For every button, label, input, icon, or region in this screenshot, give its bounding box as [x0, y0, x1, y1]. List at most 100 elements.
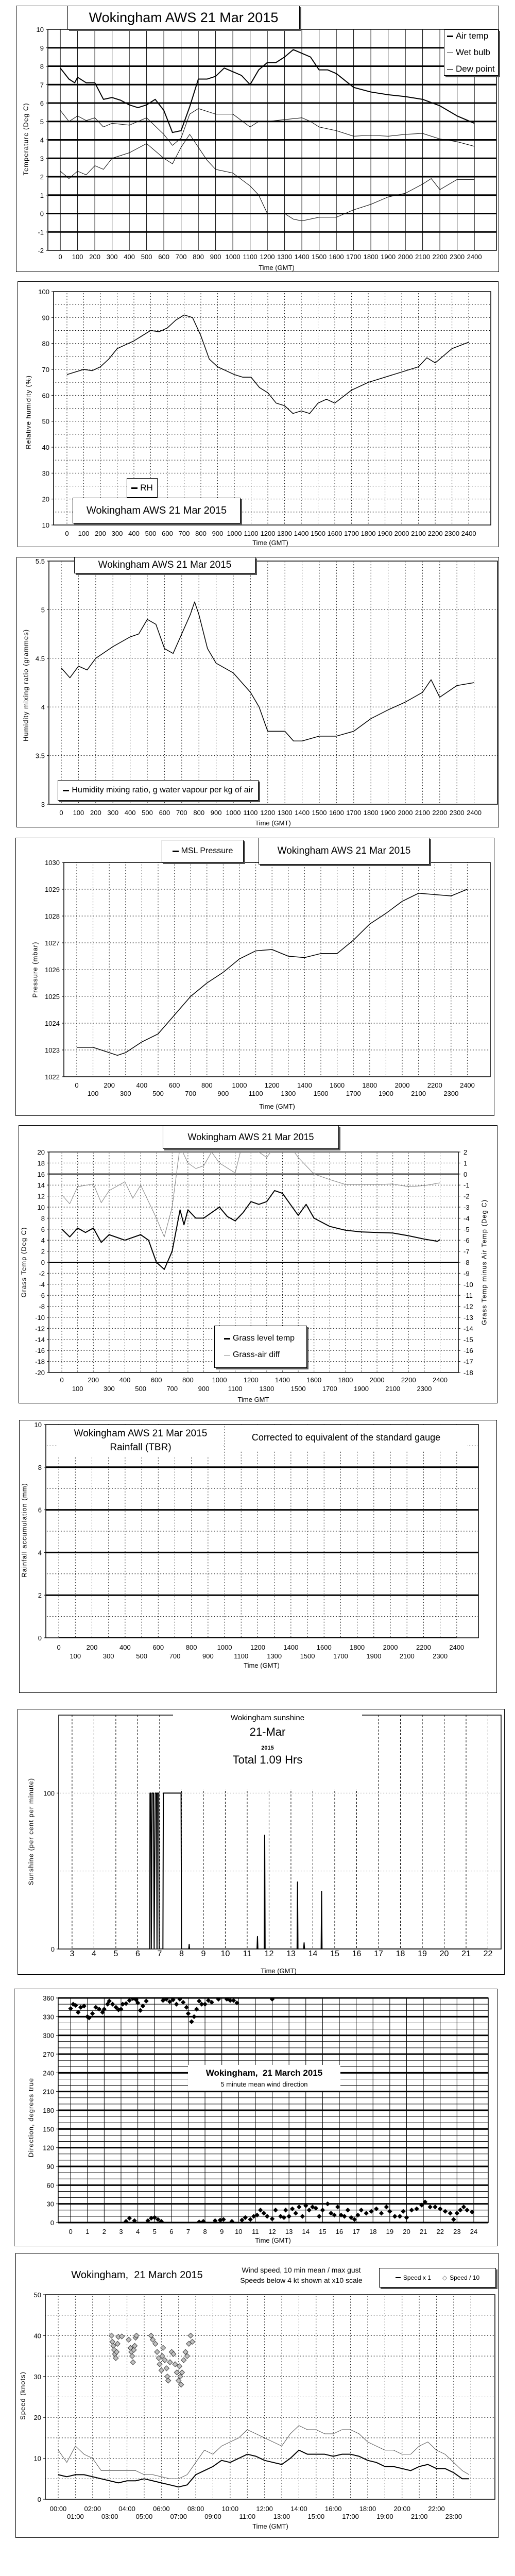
sunshine-title-block: Wokingham sunshine 21-Mar 2015 Total 1.0… [173, 1711, 362, 1789]
y-tick-label: 6 [38, 1506, 42, 1514]
x-tick-label: 2100 [385, 1385, 400, 1393]
data-point [338, 2212, 344, 2218]
data-point [167, 1999, 173, 2004]
y-tick-label: 8 [38, 1464, 42, 1471]
y-axis-label: Pressure (mbar) [31, 941, 39, 998]
x-tick-label: 2200 [416, 1643, 431, 1651]
data-point [269, 2216, 275, 2222]
y-tick-label: 330 [43, 2013, 54, 2021]
y-tick-label: 0 [41, 1259, 45, 1266]
data-point [156, 2217, 161, 2222]
data-point [303, 2203, 308, 2209]
y-tick-label: -8 [39, 1303, 45, 1311]
x-tick-label: 8 [203, 2228, 207, 2235]
x-tick-label: 1600 [330, 1081, 345, 1089]
y-tick-label: 210 [43, 2088, 54, 2096]
y-tick-label: 2 [40, 173, 44, 181]
data-point [187, 2332, 194, 2339]
x-tick-label: 2100 [415, 253, 430, 261]
data-point [177, 2374, 183, 2380]
x-tick-label: 17 [374, 1950, 383, 1958]
x-tick-label: 03:00 [101, 2513, 118, 2520]
data-point [224, 1998, 230, 2002]
pressure-legend: MSL Pressure [162, 840, 244, 862]
data-point [76, 2010, 81, 2015]
y-tick-label: -14 [35, 1336, 45, 1344]
x-tick-label: 1300 [277, 530, 292, 537]
data-point [448, 2211, 453, 2216]
x-tick-label: 1200 [261, 530, 276, 537]
x-tick-label: 1700 [346, 809, 361, 817]
x-axis-label: Time (GMT) [255, 819, 291, 827]
data-point [118, 2333, 125, 2340]
plot-area [48, 561, 498, 805]
x-axis-label: Time (GMT) [259, 264, 295, 272]
x-tick-label: 1000 [226, 809, 241, 817]
y-tick-label: 0 [51, 1945, 55, 1953]
data-point [243, 2215, 248, 2221]
y-tick-label: 12 [38, 1193, 45, 1200]
x-tick-label: 19:00 [376, 2513, 393, 2520]
data-point [68, 2006, 73, 2011]
x-tick-label: 1400 [294, 530, 309, 537]
y-tick-label: 180 [43, 2107, 54, 2114]
data-point [422, 2199, 428, 2205]
x-tick-label: 12 [265, 1950, 274, 1958]
humidity-chart-title-box: Wokingham AWS 21 Mar 2015 [73, 498, 241, 523]
data-point [310, 2205, 315, 2210]
temperature-chart-title: Wokingham AWS 21 Mar 2015 [89, 9, 279, 25]
y-axis-label: Rainfall accumulation (mm) [20, 1483, 28, 1578]
x-tick-label: 21:00 [411, 2513, 428, 2520]
data-point [438, 2206, 443, 2212]
data-point [409, 2208, 414, 2213]
data-point [281, 2215, 287, 2221]
legend-msl-pressure: MSL Pressure [172, 846, 233, 856]
data-point [358, 2208, 364, 2213]
x-tick-label: 02:00 [84, 2505, 101, 2513]
data-point [414, 2206, 419, 2212]
data-point [349, 2215, 354, 2221]
wind-speed-chart-note: Speeds below 4 kt shown at x10 scale [240, 2276, 363, 2284]
x-tick-label: 1900 [366, 1652, 381, 1660]
data-point [332, 2212, 337, 2218]
legend-dew-point: Dew point [447, 64, 495, 74]
legend-speed-div10: ◇ Speed / 10 [442, 2274, 480, 2281]
x-tick-label: 17:00 [342, 2513, 359, 2520]
data-point [126, 2336, 132, 2343]
y-tick-label: 100 [43, 1789, 55, 1797]
x-tick-label: 1900 [381, 253, 396, 261]
y-tick-label: -18 [35, 1358, 45, 1366]
x-tick-label: 2000 [398, 253, 413, 261]
y-tick-label: -12 [35, 1325, 45, 1332]
x-tick-label: 600 [162, 530, 173, 537]
y-tick-label: 3 [41, 801, 45, 808]
legend-rh: RH [131, 483, 153, 493]
y-tick-label: 300 [43, 2032, 54, 2040]
y-tick-label: 2 [38, 1591, 42, 1599]
x-tick-label: 900 [218, 1090, 229, 1097]
data-point [325, 2201, 330, 2207]
sunshine-chart-date: 21-Mar [249, 1725, 286, 1738]
x-tick-label: 1000 [217, 1643, 232, 1651]
data-point [127, 1998, 132, 2003]
x-tick-label: 13 [286, 1950, 296, 1958]
y-tick-label: 70 [42, 366, 49, 374]
x-tick-label: 7 [186, 2228, 190, 2235]
x-tick-label: 600 [169, 1081, 180, 1089]
data-point [164, 2374, 170, 2380]
data-point [181, 2357, 187, 2363]
y2-tick-label: -9 [464, 1269, 470, 1277]
x-tick-label: 2400 [449, 1643, 464, 1651]
rh-line [66, 314, 469, 414]
data-point [109, 2338, 115, 2345]
x-tick-label: 2400 [460, 1081, 475, 1089]
legend-swatch [172, 850, 179, 852]
x-tick-label: 200 [89, 253, 100, 261]
humidity-chart-title: Wokingham AWS 21 Mar 2015 [86, 504, 227, 516]
x-tick-label: 900 [198, 1385, 210, 1393]
wet-bulb-line [60, 108, 475, 147]
x-tick-label: 0 [60, 1376, 63, 1384]
y-tick-label: -10 [35, 1314, 45, 1321]
data-point [174, 2002, 179, 2007]
data-point [179, 2369, 185, 2376]
